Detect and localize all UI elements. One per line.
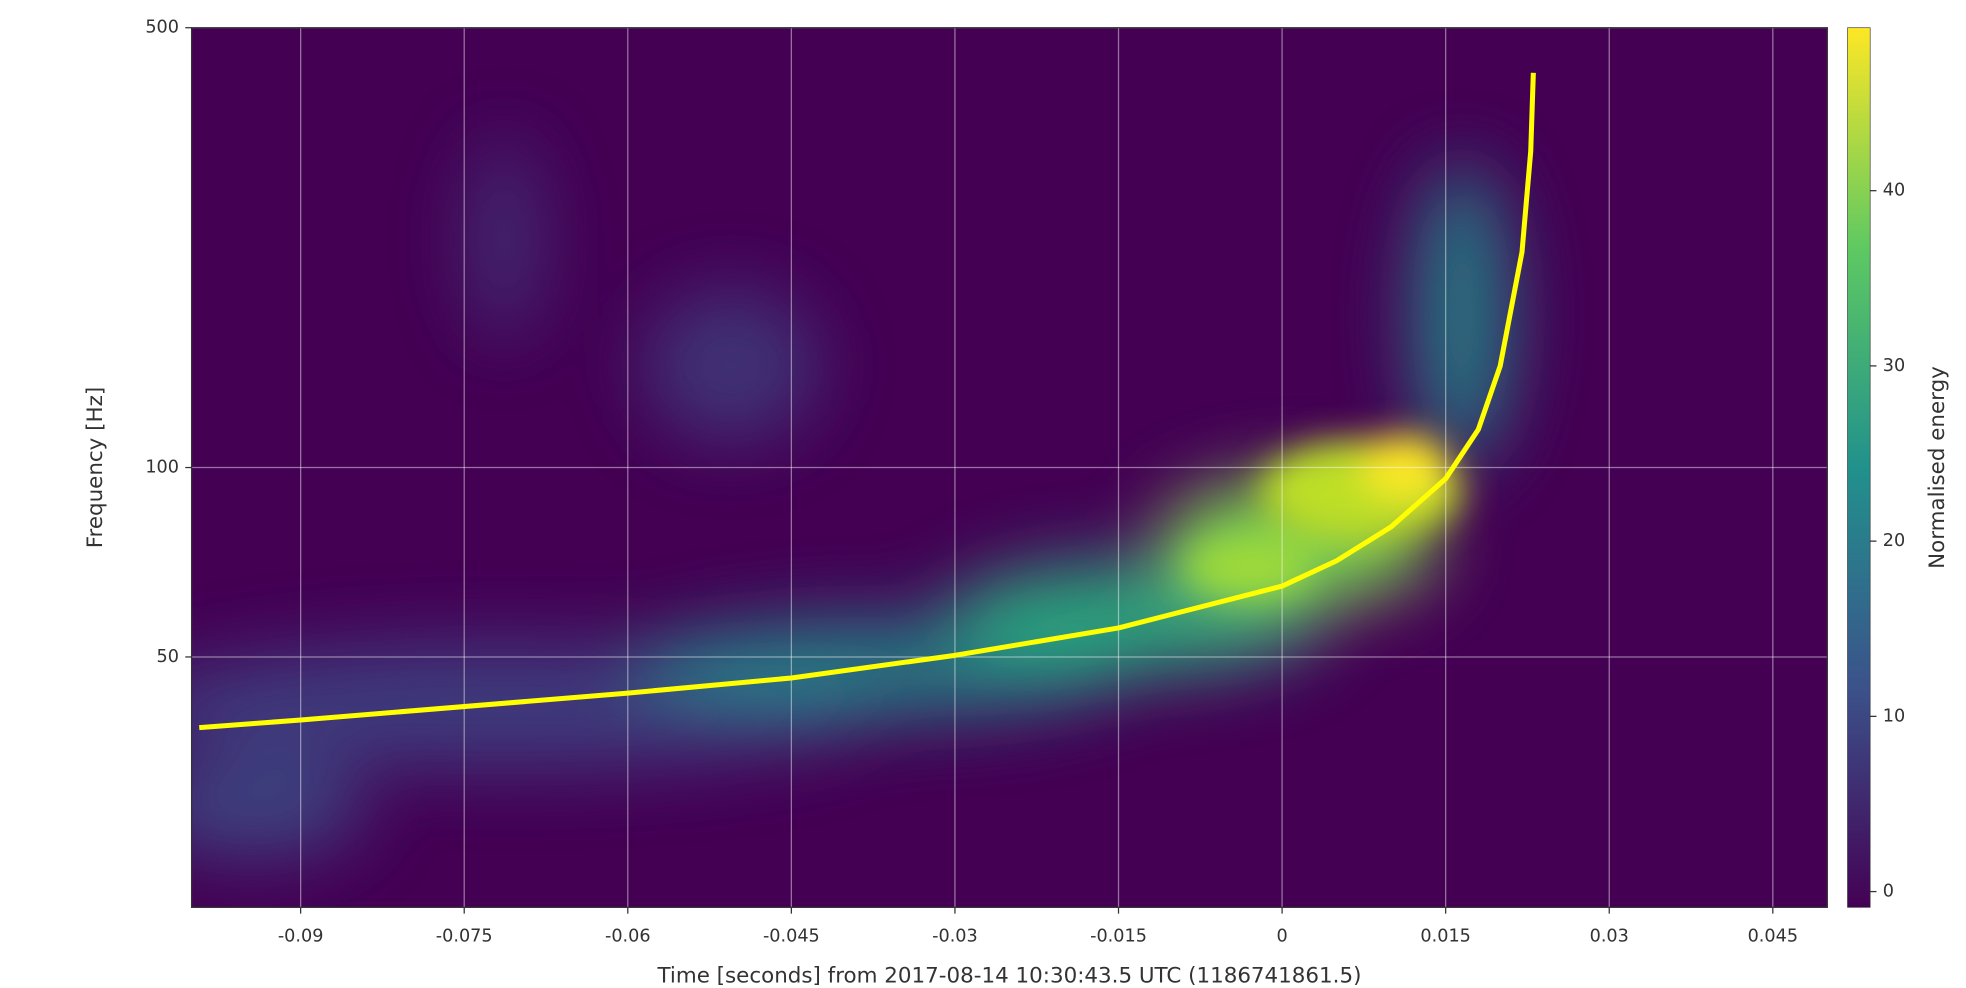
y-tick-label: 50: [157, 647, 179, 667]
y-axis-label: Frequency [Hz]: [83, 387, 108, 548]
x-axis-label: Time [seconds] from 2017-08-14 10:30:43.…: [656, 964, 1361, 988]
x-tick-label: -0.015: [1090, 926, 1147, 946]
chirp-line: [199, 72, 1536, 731]
spectrogram: [191, 27, 1828, 908]
y-tick-label: 500: [145, 18, 179, 38]
y-tick-label: 100: [145, 458, 179, 478]
x-tick-label: -0.09: [278, 926, 324, 946]
x-tick-label: -0.06: [605, 926, 651, 946]
x-tick-label: -0.075: [436, 926, 493, 946]
x-tick-label: 0: [1276, 926, 1287, 946]
x-tick-label: -0.03: [932, 926, 978, 946]
x-tick-label: -0.045: [763, 926, 820, 946]
colorbar-tick-label: 30: [1883, 356, 1905, 376]
colorbar: [1847, 27, 1871, 908]
colorbar-tick-label: 40: [1883, 181, 1905, 201]
x-tick-label: 0.015: [1420, 926, 1470, 946]
colorbar-label: Normalised energy: [1925, 366, 1950, 569]
colorbar-tick-label: 0: [1883, 882, 1894, 902]
x-tick-label: 0.045: [1748, 926, 1798, 946]
colorbar-tick-label: 10: [1883, 706, 1905, 726]
colorbar-tick-label: 20: [1883, 531, 1905, 551]
x-tick-label: 0.03: [1590, 926, 1629, 946]
